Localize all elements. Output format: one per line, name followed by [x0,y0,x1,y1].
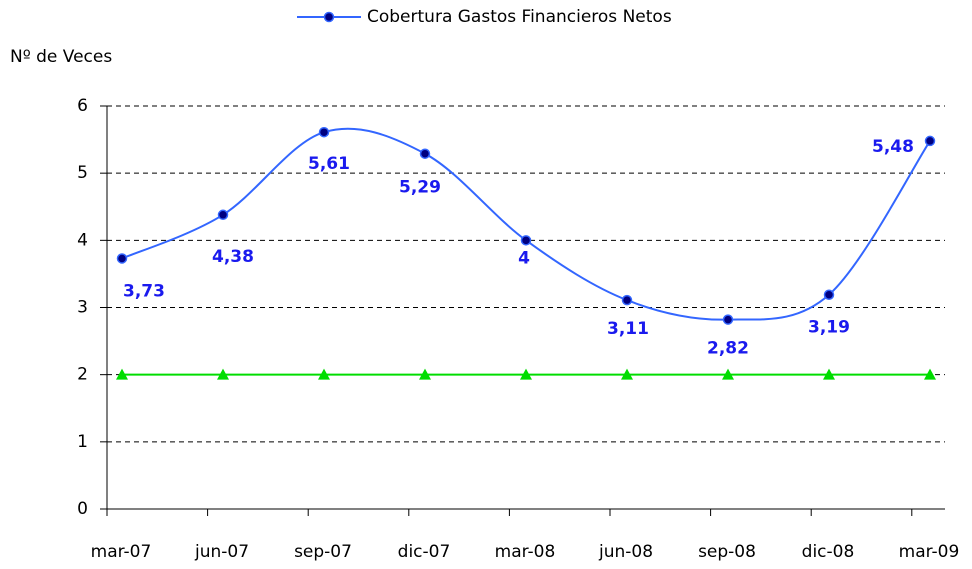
data-label: 3,73 [123,281,165,301]
data-label: 2,82 [707,339,749,359]
y-tick-label: 1 [77,432,88,452]
marker [217,209,229,221]
marker [621,368,633,380]
marker [116,368,128,380]
x-tick-label: sep-08 [698,542,756,562]
marker [419,148,431,159]
data-label: 3,11 [607,319,649,339]
data-label: 4 [518,248,530,268]
marker [520,235,532,246]
series-line [121,127,931,321]
marker [318,368,330,380]
y-tick-label: 0 [77,499,88,519]
x-tick-label: mar-09 [899,542,960,562]
y-tick-label: 6 [77,96,88,116]
marker [419,368,431,380]
marker [924,368,936,380]
data-label: 5,48 [872,137,914,157]
marker [722,368,734,380]
x-tick-label: jun-08 [598,542,653,562]
y-tick-label: 4 [77,230,88,250]
data-label: 3,19 [808,318,850,338]
marker [823,289,835,300]
marker [217,368,229,380]
marker [318,126,330,138]
marker [116,253,128,264]
marker [722,314,734,325]
y-axis-label: Nº de Veces [10,47,112,67]
marker [520,368,532,380]
legend-marker [323,11,335,23]
x-tick-label: dic-07 [398,542,451,562]
marker [621,294,633,306]
data-label: 5,61 [308,154,350,174]
legend-label: Cobertura Gastos Financieros Netos [367,7,672,27]
y-tick-label: 5 [77,163,88,183]
x-tick-label: dic-08 [802,542,855,562]
marker [823,368,835,380]
data-label: 5,29 [399,178,441,198]
x-tick-label: jun-07 [194,542,249,562]
x-tick-label: mar-07 [91,542,152,562]
marker [924,135,936,147]
x-tick-label: mar-08 [495,542,556,562]
y-tick-label: 2 [77,365,88,385]
x-tick-label: sep-07 [294,542,352,562]
y-tick-label: 3 [77,298,88,318]
data-label: 4,38 [212,247,254,267]
